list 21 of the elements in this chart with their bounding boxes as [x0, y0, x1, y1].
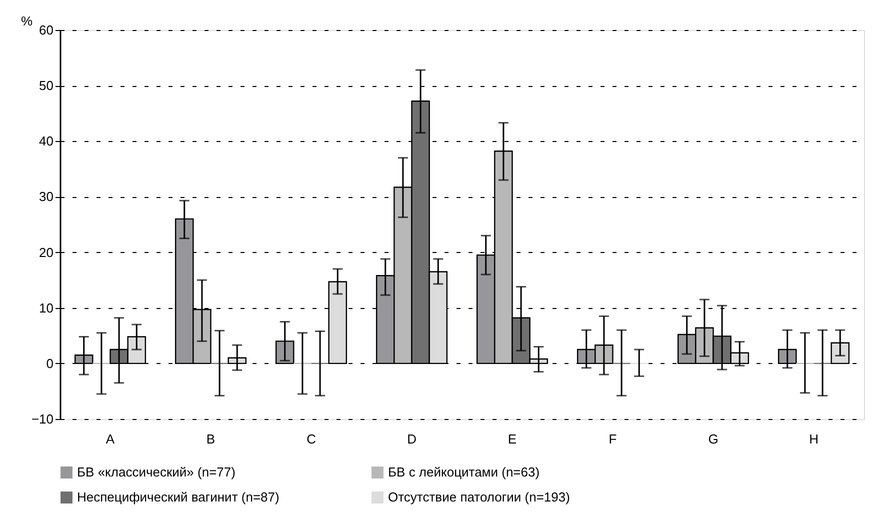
x-tick-label: E [508, 432, 517, 446]
y-tick-label: 20 [39, 244, 54, 260]
legend-label: БВ «классический» (n=77) [77, 464, 236, 480]
x-tick-label: F [608, 432, 617, 446]
y-tick-label: 50 [39, 78, 54, 94]
legend-label: БВ с лейкоцитами (n=63) [388, 464, 540, 480]
y-axis-title: % [20, 14, 33, 28]
y-tick-label: 10 [39, 300, 54, 316]
x-tick-label: H [809, 432, 818, 446]
x-tick-label: G [708, 432, 718, 446]
y-tick-label: −10 [31, 412, 54, 426]
x-tick-label: B [206, 432, 216, 446]
legend-label: Отсутствие патологии (n=193) [388, 490, 570, 504]
y-tick-label: 0 [46, 356, 54, 371]
legend-label: Неспецифический вагинит (n=87) [77, 490, 280, 504]
x-tick-label: A [106, 432, 115, 446]
x-tick-label: D [407, 432, 416, 446]
y-tick-label: 60 [39, 22, 54, 38]
x-tick-label: C [306, 432, 316, 446]
y-tick-label: 40 [39, 134, 54, 149]
y-tick-label: 30 [39, 189, 54, 204]
